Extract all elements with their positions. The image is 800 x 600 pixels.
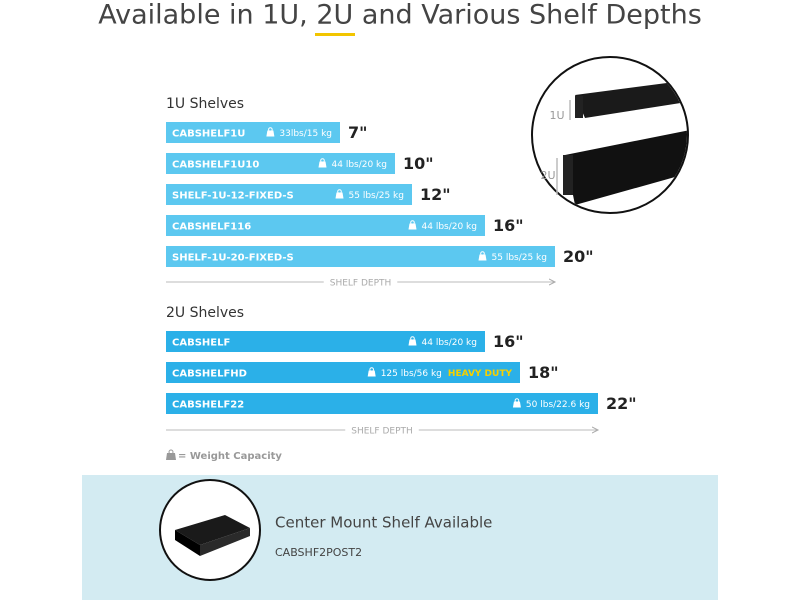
inset-image: 1U 2U: [531, 56, 689, 214]
model-label: SHELF-1U-20-FIXED-S: [172, 253, 294, 264]
capacity-label: 33lbs/15 kg: [279, 129, 332, 139]
depth-label: 18": [528, 363, 559, 382]
model-label: CABSHELF1U: [172, 129, 245, 140]
page-title: Available in 1U, 2U and Various Shelf De…: [98, 0, 702, 31]
capacity-label: 44 lbs/20 kg: [422, 338, 478, 348]
model-label: CABSHELF116: [172, 222, 251, 233]
depth-label: 10": [403, 154, 434, 173]
axis-label: SHELF DEPTH: [330, 279, 392, 289]
shelf-bar: [166, 246, 555, 267]
shelf-bar: [166, 331, 485, 352]
model-label: SHELF-1U-12-FIXED-S: [172, 191, 294, 202]
depth-label: 22": [606, 394, 637, 413]
capacity-label: 125 lbs/56 kg: [381, 369, 442, 379]
shelf-bar: [166, 393, 598, 414]
group-heading: 2U Shelves: [166, 305, 244, 321]
model-label: CABSHELFHD: [172, 369, 247, 380]
depth-label: 16": [493, 332, 524, 351]
footer-title: Center Mount Shelf Available: [275, 514, 492, 532]
title-accent: [315, 33, 355, 36]
shelf-bar: [166, 153, 395, 174]
capacity-label: 55 lbs/25 kg: [349, 191, 405, 201]
group-heading: 1U Shelves: [166, 96, 244, 112]
capacity-label: 50 lbs/22.6 kg: [526, 400, 590, 410]
model-label: CABSHELF1U10: [172, 160, 259, 171]
capacity-label: 44 lbs/20 kg: [422, 222, 478, 232]
shelf-bar: [166, 122, 340, 143]
inset-label: 2U: [540, 169, 555, 182]
shelf-bar: [166, 184, 412, 205]
depth-label: 7": [348, 123, 367, 142]
capacity-label: 55 lbs/25 kg: [492, 253, 548, 263]
depth-label: 12": [420, 185, 451, 204]
badge-label: HEAVY DUTY: [448, 369, 513, 379]
inset-label: 1U: [549, 109, 564, 122]
depth-label: 16": [493, 216, 524, 235]
capacity-label: 44 lbs/20 kg: [332, 160, 388, 170]
axis-label: SHELF DEPTH: [351, 427, 413, 437]
shelf-bar: [166, 362, 520, 383]
footer-image: [159, 479, 261, 581]
depth-label: 20": [563, 247, 594, 266]
legend-label: = Weight Capacity: [178, 451, 282, 462]
shelf-bar: [166, 215, 485, 236]
model-label: CABSHELF22: [172, 400, 244, 411]
model-label: CABSHELF: [172, 338, 230, 349]
footer-model: CABSHF2POST2: [275, 546, 362, 559]
